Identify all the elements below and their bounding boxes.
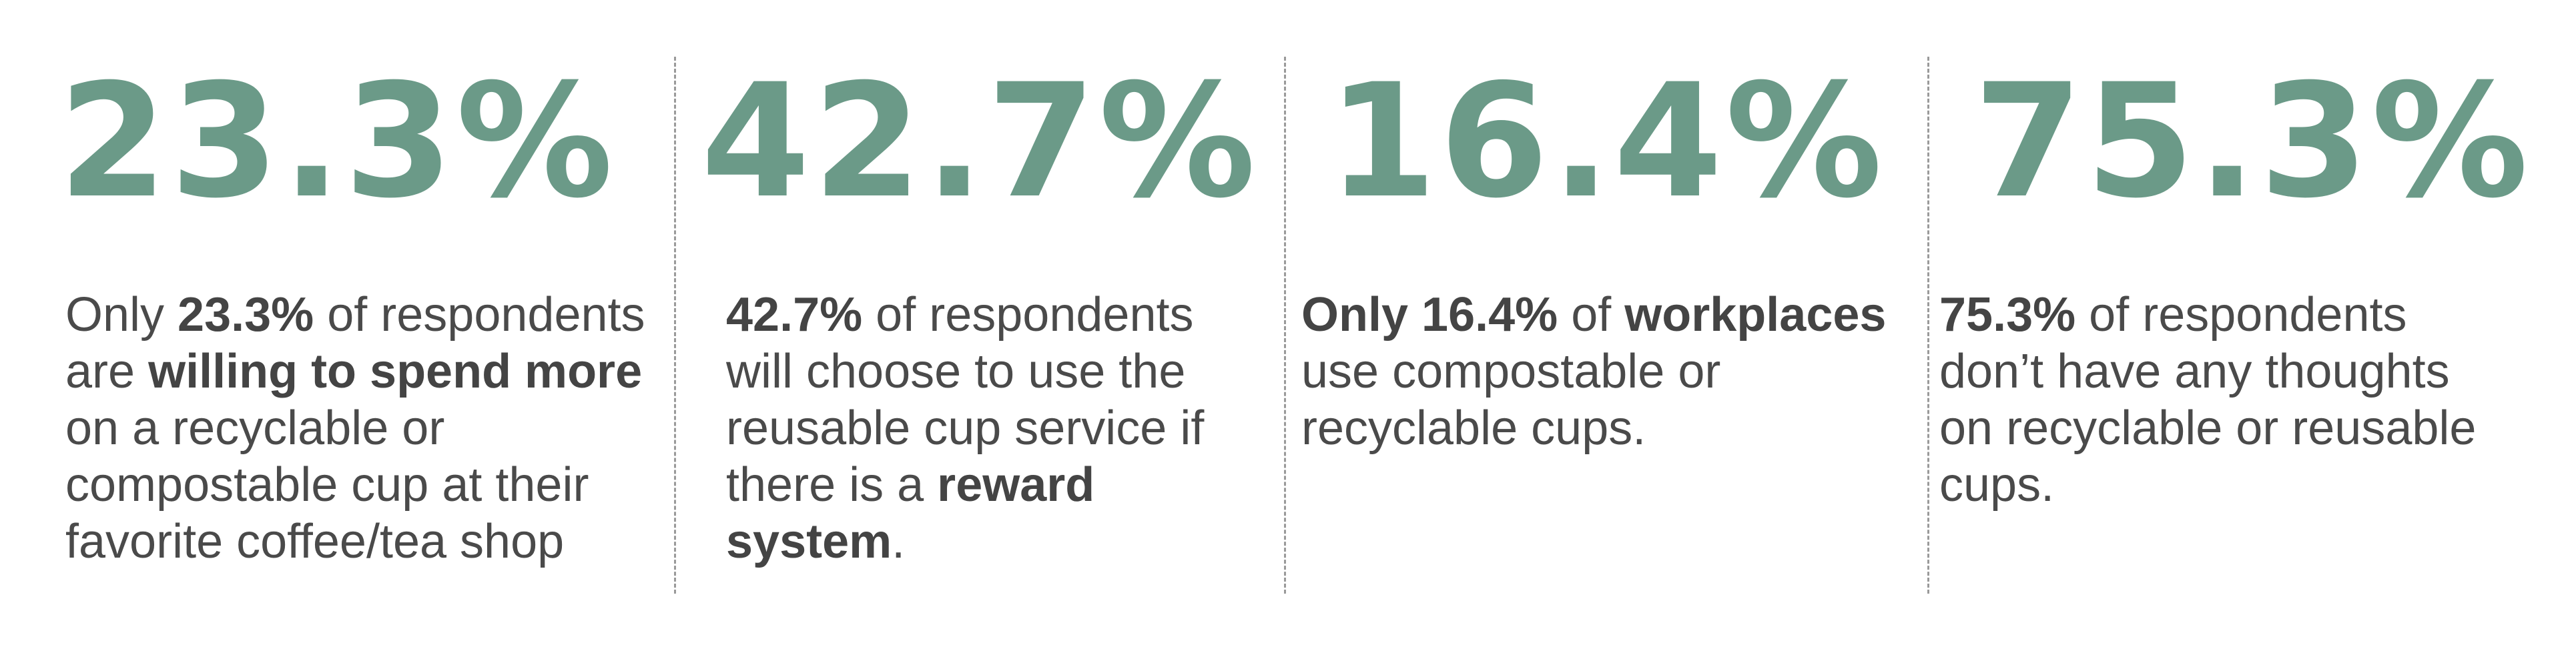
text-segment: on a recyclable or bbox=[65, 402, 445, 455]
stat-number: 23.3% bbox=[58, 51, 616, 233]
stat-number: 16.4% bbox=[1327, 51, 1885, 233]
stat-column-3: 16.4% Only 16.4% of workplaces use compo… bbox=[1285, 0, 1927, 647]
text-segment: don’t have any thoughts bbox=[1939, 345, 2450, 398]
highlight-segment: workplaces bbox=[1624, 288, 1887, 342]
highlight-segment: 75.3% bbox=[1939, 288, 2076, 342]
text-segment: of respondents bbox=[314, 288, 645, 342]
description-line: system. bbox=[726, 514, 1204, 570]
stat-description: 42.7% of respondents will choose to use … bbox=[726, 287, 1204, 570]
highlight-segment: Only 16.4% bbox=[1301, 288, 1558, 342]
stat-number: 75.3% bbox=[1973, 51, 2531, 233]
text-segment: there is a bbox=[726, 458, 938, 512]
description-line: Only 23.3% of respondents bbox=[65, 287, 645, 344]
highlight-segment: reward bbox=[937, 458, 1095, 512]
description-line: reusable cup service if bbox=[726, 400, 1204, 457]
text-segment: of respondents bbox=[862, 288, 1194, 342]
column-divider bbox=[1927, 57, 1929, 594]
text-segment: of bbox=[1558, 288, 1625, 342]
stat-number: 42.7% bbox=[701, 51, 1259, 233]
stat-column-4: 75.3% 75.3% of respondents don’t have an… bbox=[1929, 0, 2576, 647]
text-segment: of respondents bbox=[2075, 288, 2407, 342]
highlight-segment: willing to spend more bbox=[148, 345, 643, 398]
description-line: use compostable or bbox=[1301, 344, 1886, 400]
description-line: compostable cup at their bbox=[65, 457, 645, 514]
description-line: don’t have any thoughts bbox=[1939, 344, 2476, 400]
text-segment: favorite coffee/tea shop bbox=[65, 515, 565, 568]
text-segment: recyclable cups. bbox=[1301, 402, 1646, 455]
description-line: on a recyclable or bbox=[65, 400, 645, 457]
description-line: cups. bbox=[1939, 457, 2476, 514]
highlight-segment: system bbox=[726, 515, 892, 568]
text-segment: compostable cup at their bbox=[65, 458, 589, 512]
text-segment: use compostable or bbox=[1301, 345, 1721, 398]
description-line: there is a reward bbox=[726, 457, 1204, 514]
description-line: recyclable cups. bbox=[1301, 400, 1886, 457]
column-divider bbox=[674, 57, 676, 594]
description-line: on recyclable or reusable bbox=[1939, 400, 2476, 457]
text-segment: cups. bbox=[1939, 458, 2055, 512]
text-segment: on recyclable or reusable bbox=[1939, 402, 2477, 455]
stat-description: 75.3% of respondents don’t have any thou… bbox=[1939, 287, 2476, 514]
column-divider bbox=[1284, 57, 1286, 594]
stat-column-1: 23.3% Only 23.3% of respondents are will… bbox=[0, 0, 674, 647]
stat-description: Only 16.4% of workplaces use compostable… bbox=[1301, 287, 1886, 457]
description-line: will choose to use the bbox=[726, 344, 1204, 400]
text-segment: . bbox=[892, 515, 906, 568]
text-segment: will choose to use the bbox=[726, 345, 1186, 398]
stat-description: Only 23.3% of respondents are willing to… bbox=[65, 287, 645, 570]
stat-column-2: 42.7% 42.7% of respondents will choose t… bbox=[675, 0, 1284, 647]
description-line: 75.3% of respondents bbox=[1939, 287, 2476, 344]
description-line: are willing to spend more bbox=[65, 344, 645, 400]
description-line: Only 16.4% of workplaces bbox=[1301, 287, 1886, 344]
highlight-segment: 42.7% bbox=[726, 288, 863, 342]
description-line: 42.7% of respondents bbox=[726, 287, 1204, 344]
text-segment: are bbox=[65, 345, 149, 398]
text-segment: Only bbox=[65, 288, 178, 342]
text-segment: reusable cup service if bbox=[726, 402, 1205, 455]
description-line: favorite coffee/tea shop bbox=[65, 514, 645, 570]
highlight-segment: 23.3% bbox=[178, 288, 314, 342]
